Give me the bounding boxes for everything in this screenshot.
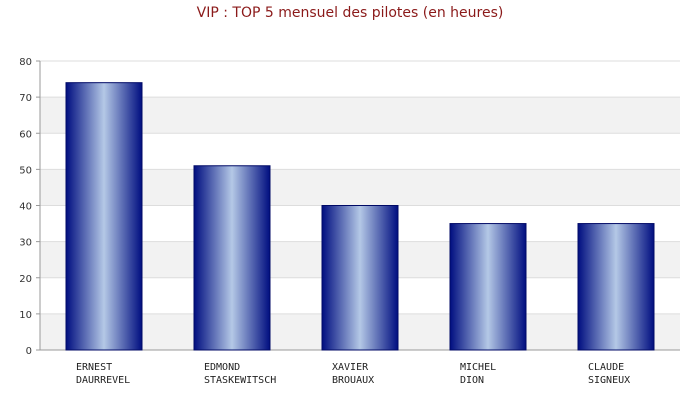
y-tick-label: 80 [19, 57, 32, 68]
x-tick-label-line: STASKEWITSCH [204, 375, 276, 386]
band [40, 61, 680, 98]
y-tick-label: 50 [19, 165, 32, 176]
y-tick-label: 60 [19, 129, 32, 140]
y-tick-label: 30 [19, 238, 32, 249]
band [40, 133, 680, 170]
chart-title: VIP : TOP 5 mensuel des pilotes (en heur… [196, 5, 504, 21]
x-tick-label-line: CLAUDE [588, 362, 624, 373]
x-tick-label-line: XAVIER [332, 362, 369, 373]
y-tick-label: 10 [19, 310, 32, 321]
x-tick-label-line: EDMOND [204, 362, 240, 373]
y-tick-label: 0 [26, 346, 32, 357]
x-tick-label: ERNEST DAURREVEL [76, 362, 130, 386]
x-tick-label: MICHEL DION [460, 362, 496, 386]
bar [449, 223, 527, 351]
y-tick-label: 20 [19, 274, 32, 285]
x-tick-label-line: BROUAUX [332, 375, 374, 386]
x-axis-labels: ERNEST DAURREVEL EDMOND STASKEWITSCH XAVIER B… [76, 362, 630, 386]
x-tick-label-line: DION [460, 375, 484, 386]
x-tick-label-line: ERNEST [76, 362, 112, 373]
y-axis-ticks: 0 10 20 30 40 50 60 70 80 [19, 57, 40, 357]
band [40, 169, 680, 206]
bar [193, 165, 271, 351]
bar [321, 205, 399, 351]
band [40, 97, 680, 134]
x-tick-label-line: MICHEL [460, 362, 496, 373]
x-tick-label: XAVIER BROUAUX [332, 362, 374, 386]
x-tick-label-line: SIGNEUX [588, 375, 630, 386]
x-tick-label: EDMOND STASKEWITSCH [204, 362, 276, 386]
bar [65, 82, 143, 351]
x-tick-label: CLAUDE SIGNEUX [588, 362, 630, 386]
y-tick-label: 70 [19, 93, 32, 104]
x-tick-label-line: DAURREVEL [76, 375, 130, 386]
bar [577, 223, 655, 351]
bars [65, 82, 655, 351]
y-tick-label: 40 [19, 202, 32, 213]
